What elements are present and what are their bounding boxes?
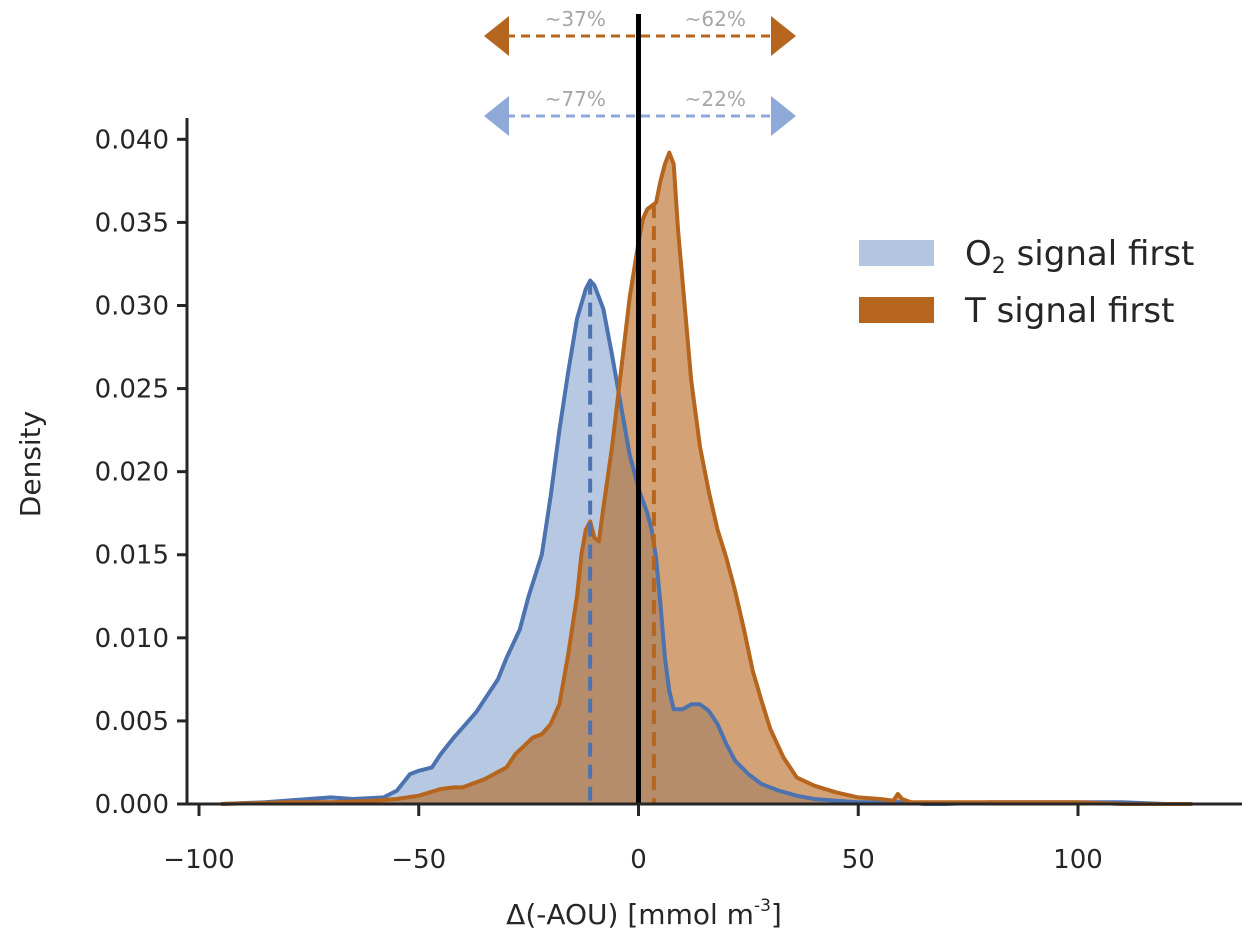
split-arrows: ~37% ~62% ~77% ~22% [484, 7, 796, 136]
y-tick-label: 0.015 [95, 541, 169, 571]
median-lines [588, 204, 656, 804]
split-arrow-1-left-label: ~77% [545, 87, 606, 111]
split-arrow-1-right-head [771, 96, 796, 136]
y-tick-label: 0.005 [95, 707, 169, 737]
y-tick-label: 0.000 [95, 790, 169, 820]
x-axis-title-main: Δ(-AOU) [mmol m [506, 898, 754, 931]
x-tick-label: 50 [842, 845, 875, 875]
y-tick-label: 0.020 [95, 458, 169, 488]
split-arrow-0-right-label: ~62% [685, 7, 746, 31]
y-tick-label: 0.035 [95, 208, 169, 238]
legend-label-o2: O2 signal first [965, 234, 1194, 279]
split-arrow-0-right-head [771, 16, 796, 56]
split-arrow-1-left-head [484, 96, 509, 136]
y-ticks: 0.000 0.005 0.010 0.015 0.020 0.025 0.030 0.035… [95, 125, 187, 820]
legend-swatch-o2 [859, 240, 934, 266]
legend: O2 signal first T signal first [859, 234, 1194, 331]
legend-label-t: T signal first [964, 291, 1174, 331]
y-tick-label: 0.040 [95, 125, 169, 155]
legend-label-o2-subscript: 2 [992, 254, 1006, 279]
x-axis-title-superscript: -3 [754, 896, 771, 916]
split-arrow-1-right-label: ~22% [685, 87, 746, 111]
legend-swatch-t [859, 297, 934, 323]
series-1-area [220, 152, 1193, 805]
legend-label-o2-rest: signal first [1006, 234, 1195, 274]
legend-label-o2-main: O [965, 234, 992, 274]
y-tick-label: 0.010 [95, 624, 169, 654]
x-axis-title-end: ] [771, 898, 782, 931]
x-axis-title: Δ(-AOU) [mmol m-3] [506, 896, 782, 931]
split-arrow-0-left-label: ~37% [545, 7, 606, 31]
y-tick-label: 0.025 [95, 375, 169, 405]
x-tick-label: 100 [1053, 845, 1103, 875]
y-tick-label: 0.030 [95, 291, 169, 321]
x-ticks: −100 −50 0 50 100 [163, 804, 1103, 875]
x-tick-label: 0 [630, 845, 647, 875]
split-arrow-0-left-head [484, 16, 509, 56]
x-tick-label: −100 [163, 845, 234, 875]
x-tick-label: −50 [391, 845, 446, 875]
series-1-line [220, 150, 1193, 806]
y-axis-title: Density [14, 411, 47, 517]
